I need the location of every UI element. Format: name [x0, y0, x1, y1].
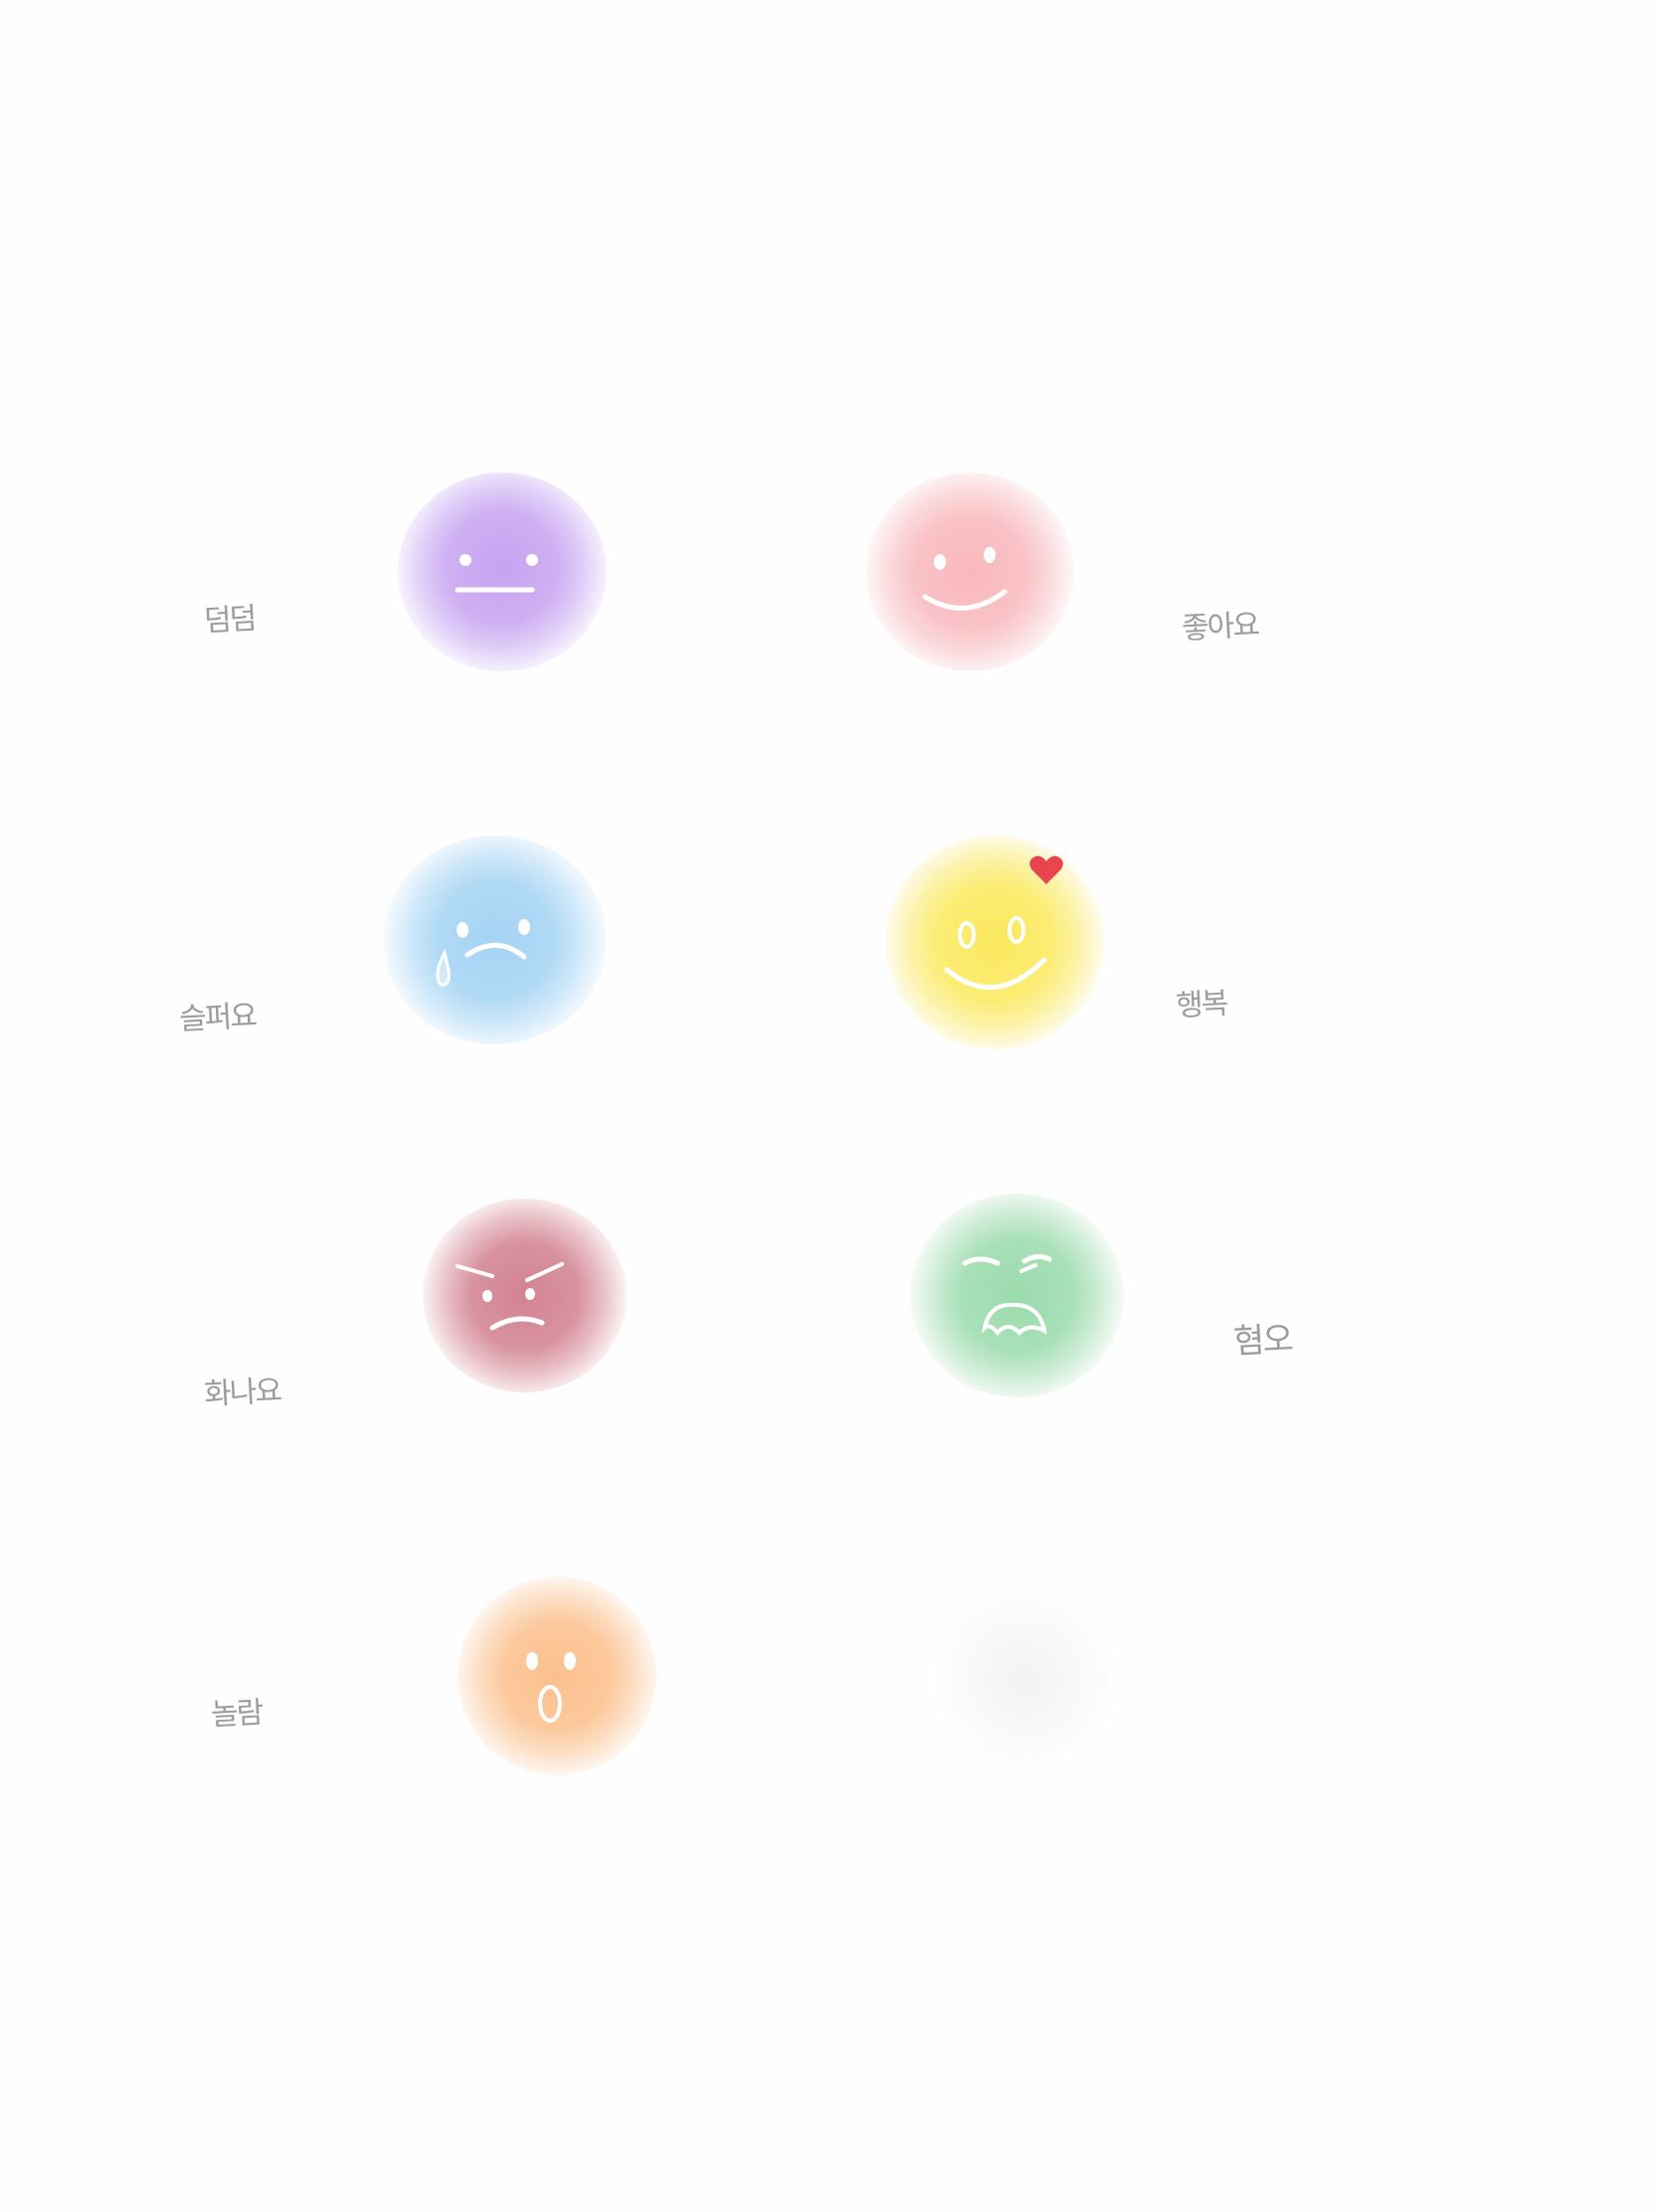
smile-face-icon	[922, 547, 1008, 611]
surprised-emotion-blob	[458, 1576, 656, 1775]
angry-emotion-blob	[423, 1198, 627, 1392]
heart-icon	[1029, 855, 1063, 884]
calm-emotion-blob	[398, 472, 607, 671]
angry-face-icon	[456, 1262, 564, 1331]
like-label: 좋아요	[1181, 608, 1259, 646]
surprised-face-icon	[526, 1652, 576, 1723]
like-emotion-blob	[865, 472, 1074, 671]
disgust-face-icon	[962, 1253, 1052, 1337]
happy-label: 행복	[1175, 986, 1228, 1024]
surprised-label: 놀람	[210, 1695, 264, 1734]
empty-faint-blob	[935, 1591, 1114, 1765]
happy-emotion-blob	[885, 835, 1104, 1049]
crying-face-icon	[436, 919, 530, 987]
disgust-label: 혐오	[1232, 1319, 1293, 1363]
angry-label: 화나요	[203, 1374, 281, 1412]
sad-label: 슬퍼요	[178, 999, 257, 1037]
disgust-emotion-blob	[910, 1194, 1124, 1397]
calm-label: 덤덤	[203, 601, 257, 640]
sad-emotion-blob	[383, 835, 607, 1044]
big-smile-face-icon	[944, 916, 1047, 991]
neutral-face-icon	[455, 554, 538, 593]
